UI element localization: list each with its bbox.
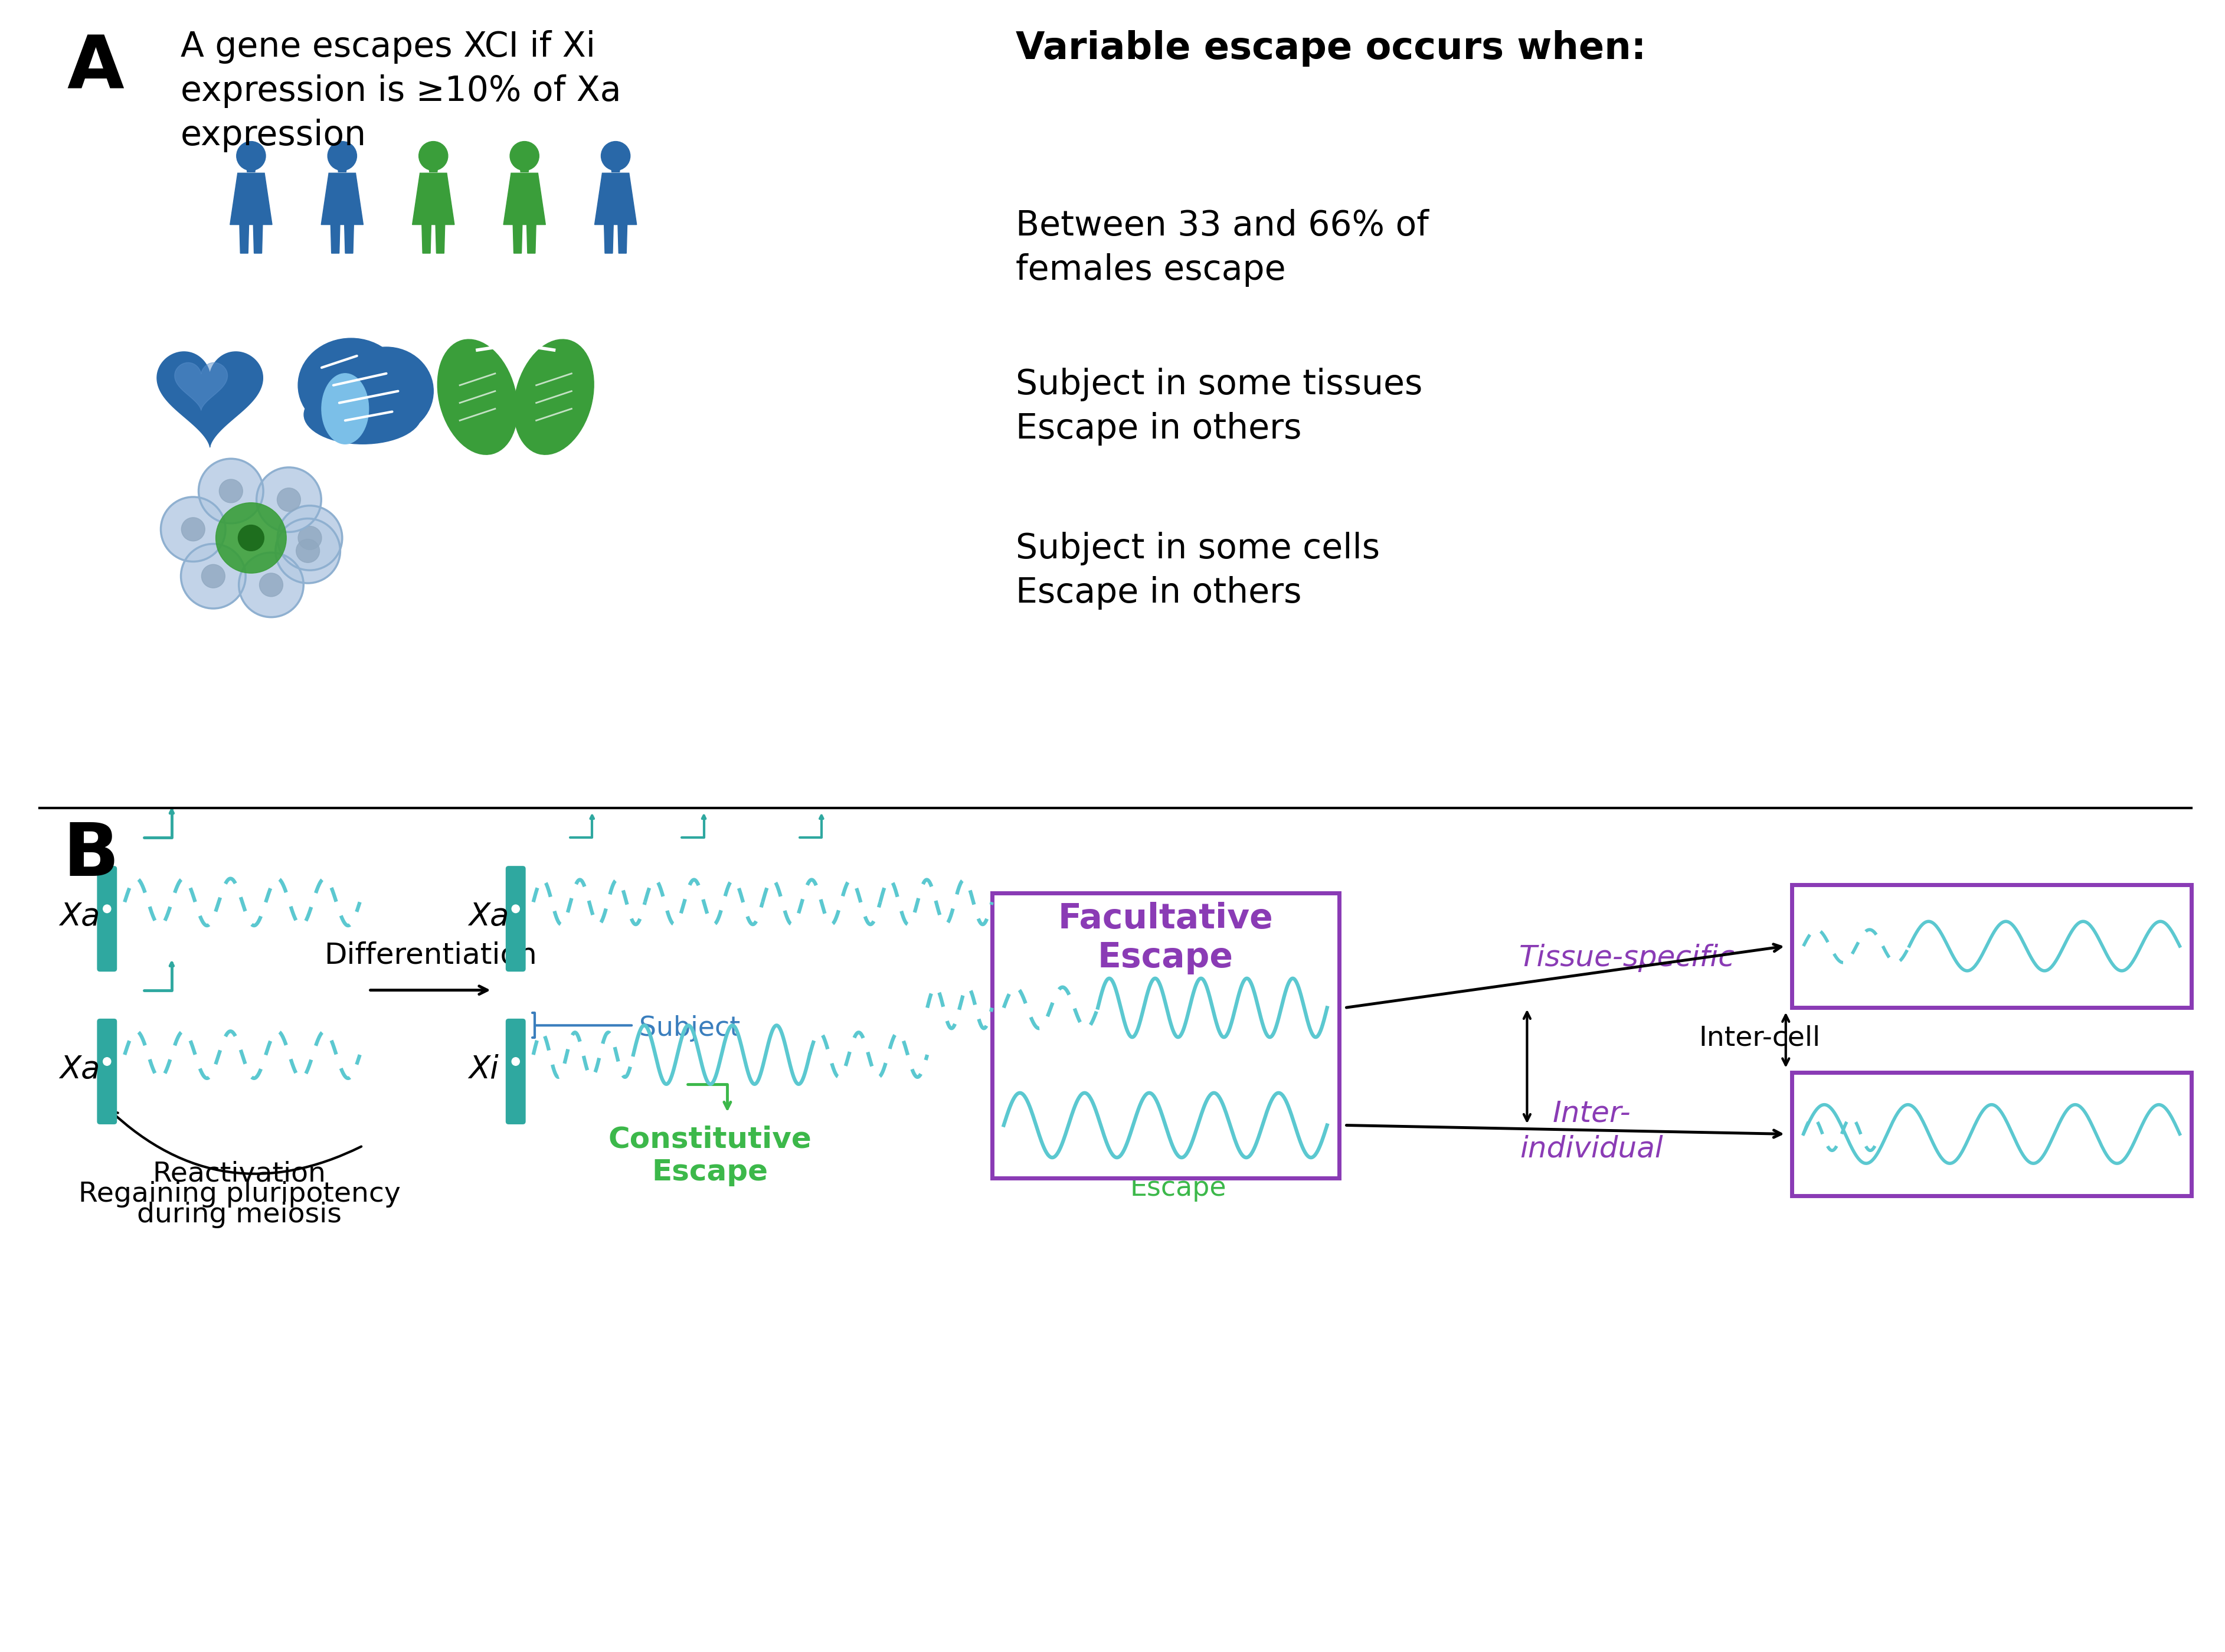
Circle shape <box>236 142 265 170</box>
Circle shape <box>256 468 320 532</box>
Polygon shape <box>320 173 363 225</box>
Text: Xa: Xa <box>469 902 510 932</box>
Circle shape <box>182 517 205 540</box>
Text: Reactivation: Reactivation <box>154 1160 327 1188</box>
Ellipse shape <box>305 385 421 444</box>
Polygon shape <box>247 165 256 172</box>
Polygon shape <box>436 225 445 253</box>
Circle shape <box>418 142 447 170</box>
Polygon shape <box>345 225 354 253</box>
Polygon shape <box>158 352 263 448</box>
Ellipse shape <box>512 1057 521 1066</box>
Polygon shape <box>503 173 545 225</box>
Circle shape <box>510 142 538 170</box>
Circle shape <box>278 506 343 570</box>
Polygon shape <box>612 165 621 172</box>
Polygon shape <box>332 225 340 253</box>
Text: Differentiation: Differentiation <box>325 942 536 970</box>
Text: Regaining pluripotency: Regaining pluripotency <box>78 1181 400 1208</box>
Polygon shape <box>240 225 249 253</box>
Circle shape <box>278 487 300 512</box>
Ellipse shape <box>512 905 521 914</box>
Circle shape <box>220 479 243 502</box>
Text: Xa: Xa <box>60 902 100 932</box>
Polygon shape <box>338 165 347 172</box>
FancyBboxPatch shape <box>505 1019 525 1125</box>
Text: Escape: Escape <box>2007 966 2094 991</box>
Text: B: B <box>62 819 120 890</box>
FancyBboxPatch shape <box>98 1019 118 1125</box>
Ellipse shape <box>438 339 518 454</box>
Polygon shape <box>527 225 536 253</box>
Ellipse shape <box>102 1057 111 1066</box>
Circle shape <box>327 142 356 170</box>
Polygon shape <box>229 173 271 225</box>
Text: Subject: Subject <box>1115 966 1213 991</box>
Ellipse shape <box>323 373 369 444</box>
Text: Inter-
individual: Inter- individual <box>1520 1099 1664 1163</box>
Polygon shape <box>594 173 636 225</box>
Text: A: A <box>67 33 125 104</box>
Text: Inter-cell: Inter-cell <box>1698 1024 1820 1052</box>
Text: Subject: Subject <box>1916 1155 2007 1180</box>
Circle shape <box>276 519 340 583</box>
Text: Subject in some tissues
Escape in others: Subject in some tissues Escape in others <box>1015 368 1422 446</box>
FancyBboxPatch shape <box>1791 1072 2192 1196</box>
FancyBboxPatch shape <box>505 866 525 971</box>
Polygon shape <box>521 165 530 172</box>
Circle shape <box>601 142 630 170</box>
Text: Constitutive
Escape: Constitutive Escape <box>607 1125 812 1186</box>
Polygon shape <box>429 165 438 172</box>
Ellipse shape <box>338 347 434 434</box>
Polygon shape <box>423 225 432 253</box>
Text: Xa: Xa <box>60 1054 100 1085</box>
FancyBboxPatch shape <box>992 894 1339 1178</box>
Circle shape <box>238 525 265 550</box>
Text: Xi: Xi <box>469 1054 498 1085</box>
Text: Subject in some cells
Escape in others: Subject in some cells Escape in others <box>1015 532 1380 610</box>
FancyBboxPatch shape <box>1791 884 2192 1008</box>
Text: Variable escape occurs when:: Variable escape occurs when: <box>1015 30 1646 66</box>
Circle shape <box>198 459 263 524</box>
Circle shape <box>216 502 287 573</box>
Text: Subject: Subject <box>639 1014 741 1042</box>
Ellipse shape <box>514 339 594 454</box>
Text: A gene escapes XCI if Xi
expression is ≥10% of Xa
expression: A gene escapes XCI if Xi expression is ≥… <box>180 30 621 152</box>
FancyBboxPatch shape <box>98 866 118 971</box>
Text: Between 33 and 66% of
females escape: Between 33 and 66% of females escape <box>1015 210 1428 287</box>
Circle shape <box>180 544 245 608</box>
Polygon shape <box>619 225 627 253</box>
Text: Tissue-specific: Tissue-specific <box>1520 943 1736 971</box>
Text: Escape: Escape <box>1130 1175 1226 1201</box>
Circle shape <box>202 565 225 588</box>
Text: during meiosis: during meiosis <box>138 1201 343 1227</box>
Circle shape <box>296 539 320 563</box>
Polygon shape <box>174 363 227 410</box>
Polygon shape <box>254 225 263 253</box>
Text: Facultative
Escape: Facultative Escape <box>1057 902 1273 975</box>
Ellipse shape <box>102 905 111 914</box>
Polygon shape <box>412 173 454 225</box>
Polygon shape <box>514 225 523 253</box>
Circle shape <box>160 497 225 562</box>
Ellipse shape <box>298 339 405 433</box>
Circle shape <box>238 552 303 618</box>
Polygon shape <box>605 225 614 253</box>
Circle shape <box>298 527 323 550</box>
Circle shape <box>260 573 283 596</box>
